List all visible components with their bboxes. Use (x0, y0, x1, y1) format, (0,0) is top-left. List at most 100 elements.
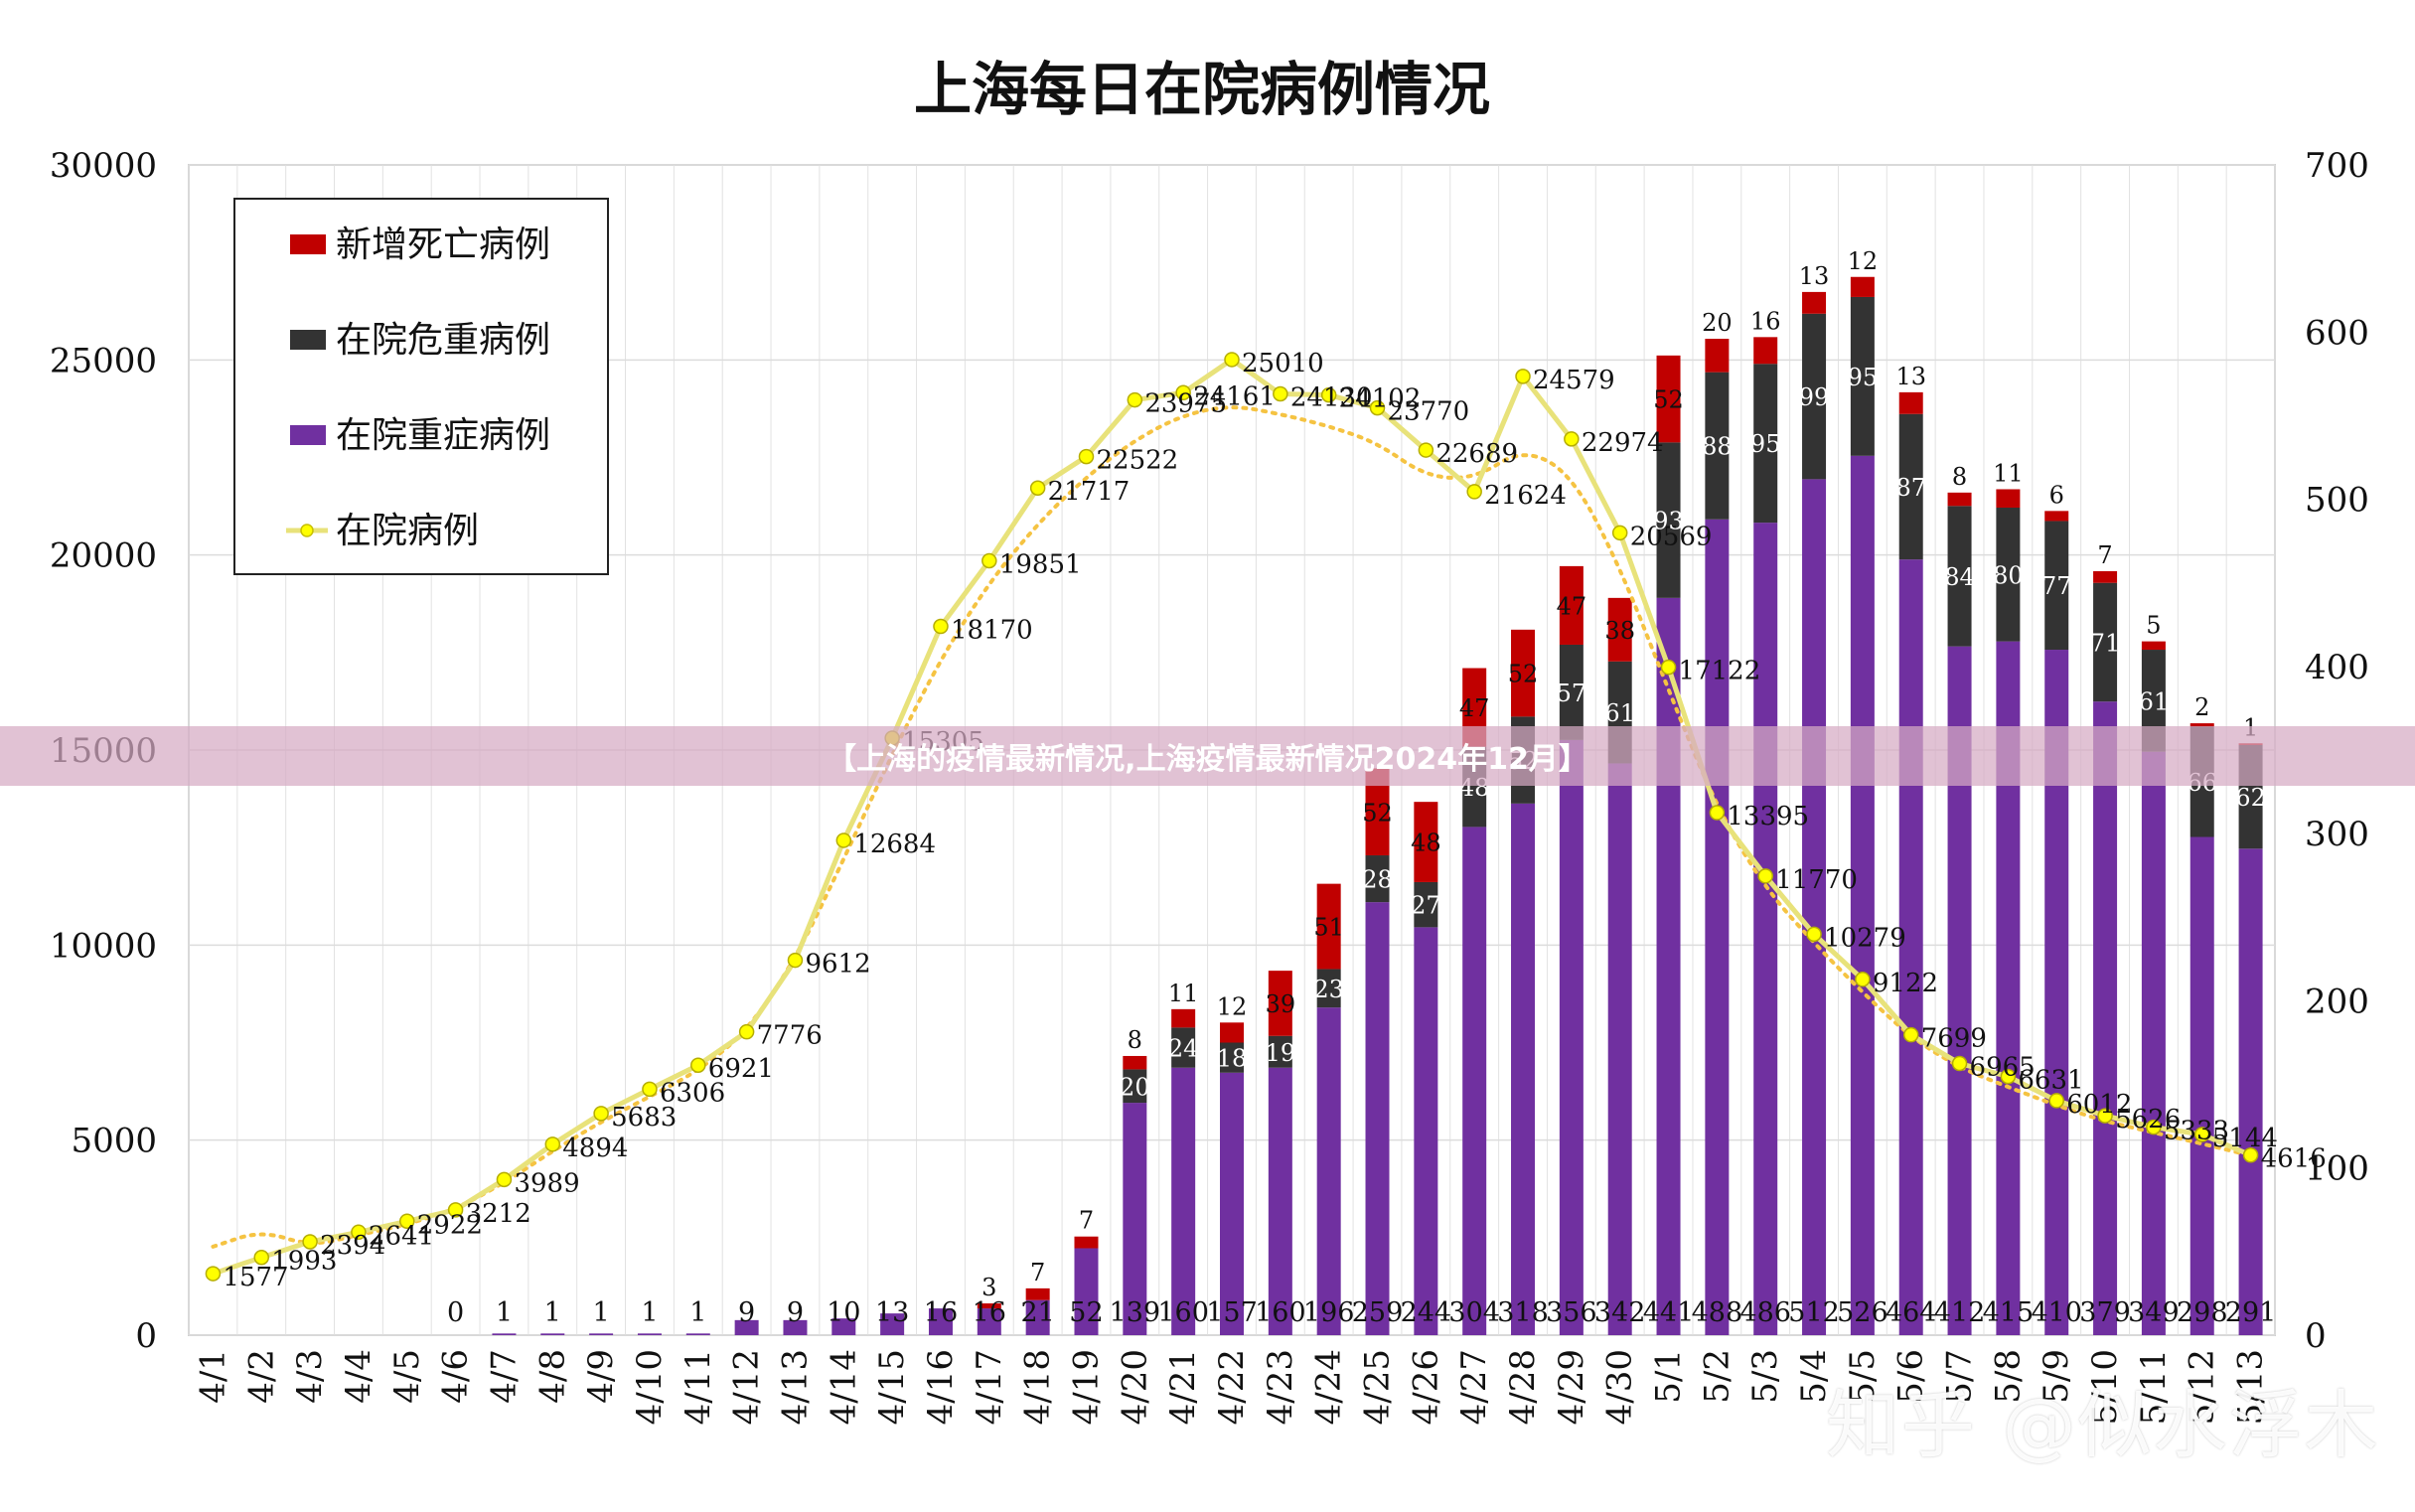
bar-death (1996, 489, 2021, 508)
x-tick-label: 4/20 (1115, 1349, 1154, 1425)
hospitalized-point (1611, 525, 1628, 541)
x-tick-label: 4/9 (581, 1349, 621, 1404)
x-tick-label: 5/6 (1891, 1349, 1931, 1404)
left-tick-label: 20000 (50, 536, 157, 576)
severe-label: 356 (1546, 1297, 1597, 1328)
x-tick-label: 5/10 (2085, 1349, 2125, 1425)
hospitalized-label: 7776 (757, 1021, 823, 1051)
bar-severe (637, 1333, 662, 1335)
right-tick-label: 200 (2305, 982, 2369, 1021)
x-tick-label: 4/2 (241, 1349, 281, 1404)
x-tick-label: 4/11 (679, 1349, 718, 1425)
bar-death (1268, 971, 1292, 1036)
x-tick-label: 4/3 (290, 1349, 330, 1404)
death-label: 13 (1799, 262, 1830, 290)
bar-severe (928, 1308, 953, 1335)
chart-title: 上海每日在院病例情况 (914, 56, 1490, 123)
x-tick-label: 4/1 (193, 1349, 232, 1404)
x-tick-label: 4/23 (1261, 1349, 1300, 1425)
bar-critical (1753, 364, 1778, 524)
hospitalized-point (1757, 868, 1773, 884)
hospitalized-label: 21717 (1048, 477, 1131, 507)
severe-label: 10 (827, 1297, 860, 1328)
bar-severe (1316, 1007, 1341, 1335)
hospitalized-label: 2394 (320, 1231, 385, 1261)
x-tick-label: 5/11 (2134, 1349, 2174, 1425)
bar-severe (2238, 848, 2263, 1335)
hospitalized-label: 22974 (1582, 428, 1664, 458)
x-tick-label: 4/24 (1309, 1349, 1349, 1425)
hospitalized-point (351, 1224, 367, 1241)
hospitalized-label: 19851 (999, 550, 1082, 580)
hospitalized-label: 6631 (2018, 1066, 2083, 1096)
hospitalized-point (2146, 1119, 2162, 1135)
hospitalized-point (593, 1106, 609, 1122)
severe-label: 160 (1157, 1297, 1209, 1328)
hospitalized-label: 6965 (1970, 1053, 2036, 1083)
legend-swatch-death (290, 234, 326, 254)
x-tick-label: 4/15 (872, 1349, 912, 1425)
severe-label: 318 (1497, 1297, 1549, 1328)
hospitalized-label: 6012 (2066, 1090, 2132, 1120)
critical-label: 95 (1750, 430, 1781, 458)
critical-label: 27 (1411, 892, 1441, 920)
bar-severe (1220, 1072, 1244, 1335)
bar-critical (1123, 1069, 1147, 1104)
hospitalized-label: 1993 (271, 1247, 337, 1277)
bar-critical (1414, 881, 1438, 928)
legend-label-line: 在院病例 (336, 511, 479, 551)
severe-label: 464 (1886, 1297, 1937, 1328)
hospitalized-label: 24130 (1290, 382, 1373, 412)
bar-critical (1898, 413, 1923, 560)
hospitalized-point (1951, 1055, 1968, 1072)
critical-label: 87 (1895, 474, 1926, 502)
right-tick-label: 700 (2305, 146, 2369, 186)
severe-label: 139 (1110, 1297, 1161, 1328)
death-label: 51 (1313, 914, 1344, 942)
bar-critical (2093, 582, 2118, 702)
critical-label: 28 (1362, 866, 1393, 894)
legend-label-severe: 在院重症病例 (336, 415, 550, 456)
severe-label: 16 (973, 1297, 1006, 1328)
death-label: 47 (1557, 592, 1587, 620)
death-label: 38 (1604, 617, 1635, 645)
bar-severe (1414, 927, 1438, 1335)
bar-death (1123, 1055, 1147, 1070)
death-label: 8 (1952, 463, 1967, 491)
legend: 新增死亡病例 在院危重病例 在院重症病例 在院病例 (233, 198, 609, 575)
hospitalized-label: 5333 (2164, 1117, 2229, 1146)
bar-severe (2141, 751, 2166, 1335)
hospitalized-point (1660, 659, 1677, 676)
critical-label: 93 (1653, 508, 1684, 535)
hospitalized-point (205, 1266, 222, 1282)
left-tick-label: 10000 (50, 926, 157, 966)
severe-label: 160 (1255, 1297, 1306, 1328)
bar-death (2044, 511, 2069, 522)
bar-death (977, 1303, 1001, 1309)
hospitalized-point (1273, 385, 1288, 402)
hospitalized-label: 3989 (514, 1168, 579, 1198)
severe-label: 379 (2079, 1297, 2131, 1328)
headline-banner: 【上海的疫情最新情况,上海疫情最新情况2024年12月】 (0, 726, 2415, 786)
bar-severe (977, 1308, 1001, 1335)
bar-critical (2044, 521, 2069, 651)
bar-death (1171, 1008, 1196, 1028)
critical-label: 80 (1993, 561, 2024, 589)
x-tick-label: 4/25 (1358, 1349, 1398, 1425)
critical-label: 61 (1604, 699, 1635, 727)
trend-path (211, 405, 2253, 1249)
legend-swatch-severe (290, 425, 326, 445)
death-label: 52 (1508, 661, 1539, 688)
hospitalized-point (2242, 1146, 2259, 1163)
hospitalized-label: 2922 (417, 1210, 483, 1240)
hospitalized-point (1224, 352, 1240, 368)
hospitalized-label: 24161 (1193, 381, 1276, 411)
x-tick-label: 4/14 (824, 1349, 863, 1425)
hospitalized-label: 21624 (1484, 481, 1567, 511)
death-label: 12 (1217, 992, 1248, 1020)
hospitalized-point (1515, 369, 1531, 384)
hospitalized-label: 10279 (1824, 923, 1906, 953)
bar-severe (1025, 1299, 1050, 1335)
death-label: 52 (1653, 386, 1684, 414)
x-tick-label: 5/3 (1745, 1349, 1785, 1404)
